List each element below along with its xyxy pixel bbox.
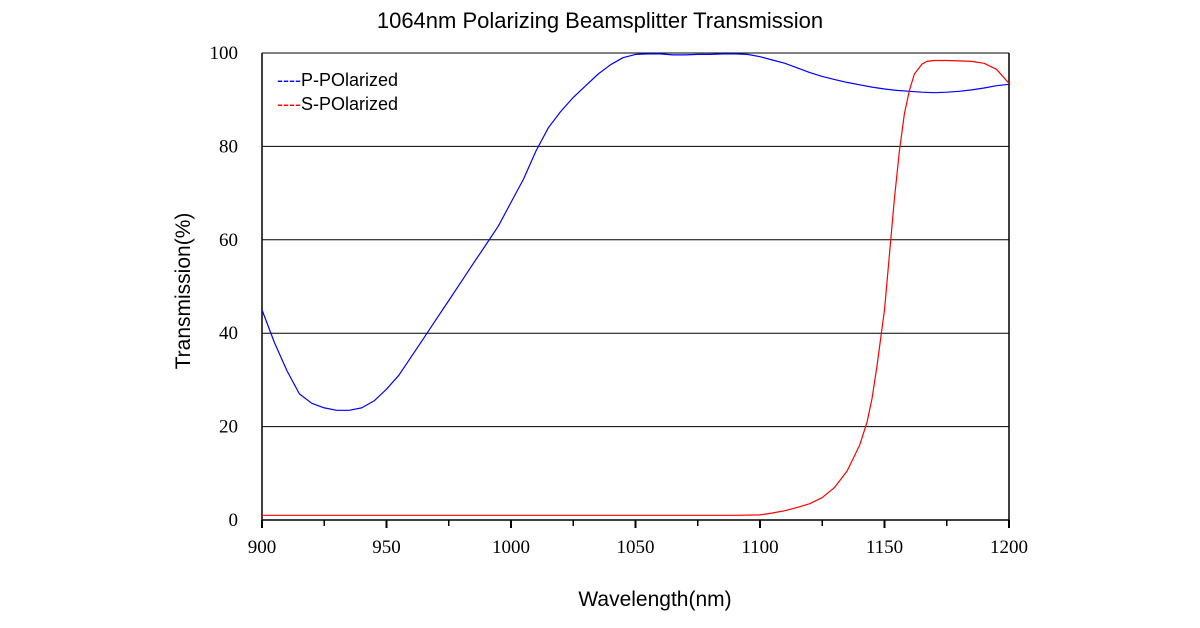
- x-tick-label: 900: [248, 537, 277, 558]
- x-tick-label: 1000: [492, 537, 530, 558]
- legend-dash: ----: [277, 70, 301, 90]
- y-tick-label: 0: [229, 510, 239, 531]
- series-line-p-polarized: [261, 53, 1010, 411]
- x-axis-label: Wavelength(nm): [578, 588, 731, 611]
- legend-entry: ----S-POlarized: [277, 94, 398, 114]
- x-tick-label: 950: [372, 537, 401, 558]
- legend-label: S-POlarized: [301, 94, 398, 114]
- y-tick-label: 100: [210, 43, 239, 64]
- grid: [261, 52, 1010, 521]
- x-tick-label: 1200: [990, 537, 1028, 558]
- y-tick-label: 40: [219, 323, 238, 344]
- legend-dash: ----: [277, 94, 301, 114]
- y-tick-label: 60: [219, 230, 238, 251]
- series-line-s-polarized: [262, 59, 1010, 516]
- series-layer: [261, 53, 1010, 516]
- legend: ----P-POlarized----S-POlarized: [277, 70, 398, 114]
- y-tick-label: 80: [219, 136, 238, 157]
- x-tick-label: 1050: [617, 537, 655, 558]
- y-tick-label: 20: [219, 417, 238, 438]
- x-tick-label: 1150: [866, 537, 903, 558]
- chart-title: 1064nm Polarizing Beamsplitter Transmiss…: [377, 8, 823, 33]
- legend-label: P-POlarized: [301, 70, 398, 90]
- x-tick-label: 1100: [741, 537, 778, 558]
- y-axis-label: Transmission(%): [172, 213, 195, 370]
- y-axis: 0 20 40 60 80 100: [210, 43, 239, 531]
- x-axis: 900 950 1000 1050 1100 1150 1200: [248, 520, 1028, 558]
- legend-entry: ----P-POlarized: [277, 70, 398, 90]
